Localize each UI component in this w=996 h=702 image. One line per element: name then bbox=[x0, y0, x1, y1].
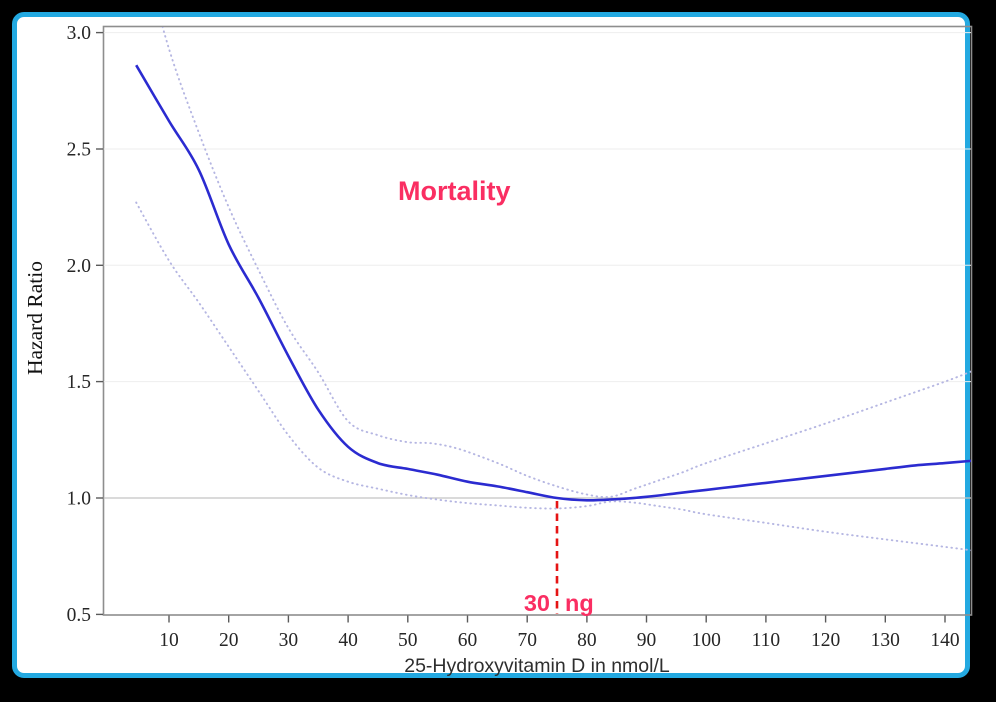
y-tick-label-2.0: 2.0 bbox=[67, 256, 91, 277]
hazard-ratio-line bbox=[135, 64, 971, 502]
x-tick-label-70: 70 bbox=[517, 630, 537, 651]
lower-ci-line bbox=[135, 201, 971, 552]
x-tick-label-80: 80 bbox=[577, 630, 597, 651]
reference-label-30: 30 bbox=[524, 590, 550, 616]
plot-area-border bbox=[102, 25, 973, 616]
gridlines bbox=[104, 32, 971, 499]
axis-ticks bbox=[96, 31, 946, 623]
x-tick-label-40: 40 bbox=[338, 630, 358, 651]
x-tick-labels: 10 20 30 40 50 60 70 80 90 100 110 120 130 140 bbox=[159, 630, 959, 651]
x-tick-label-60: 60 bbox=[458, 630, 478, 651]
reference-label-ng: ng bbox=[565, 590, 594, 616]
x-tick-label-110: 110 bbox=[752, 630, 781, 651]
x-tick-label-130: 130 bbox=[871, 630, 900, 651]
x-tick-label-100: 100 bbox=[692, 630, 721, 651]
y-axis-title: Hazard Ratio bbox=[23, 261, 47, 375]
x-tick-label-90: 90 bbox=[637, 630, 657, 651]
upper-ci-line bbox=[161, 27, 971, 499]
y-tick-label-2.5: 2.5 bbox=[67, 140, 91, 161]
x-tick-label-140: 140 bbox=[930, 630, 959, 651]
y-tick-label-0.5: 0.5 bbox=[67, 605, 91, 626]
x-tick-label-120: 120 bbox=[811, 630, 840, 651]
data-series bbox=[135, 27, 971, 552]
y-tick-label-1.5: 1.5 bbox=[67, 372, 91, 393]
x-axis-title: 25-Hydroxyvitamin D in nmol/L bbox=[404, 655, 670, 677]
x-tick-label-20: 20 bbox=[219, 630, 239, 651]
x-tick-label-30: 30 bbox=[279, 630, 299, 651]
x-tick-label-50: 50 bbox=[398, 630, 418, 651]
y-tick-labels: 0.5 1.0 1.5 2.0 2.5 3.0 bbox=[67, 23, 91, 626]
y-tick-label-1.0: 1.0 bbox=[67, 489, 91, 510]
y-tick-label-3.0: 3.0 bbox=[67, 23, 91, 44]
x-tick-label-10: 10 bbox=[159, 630, 179, 651]
chart-annotation-title: Mortality bbox=[398, 176, 511, 206]
